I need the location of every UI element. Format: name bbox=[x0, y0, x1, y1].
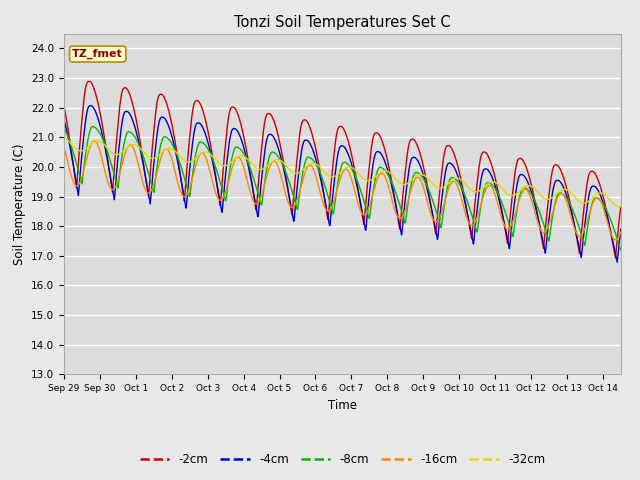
Text: TZ_fmet: TZ_fmet bbox=[72, 49, 123, 59]
Y-axis label: Soil Temperature (C): Soil Temperature (C) bbox=[13, 143, 26, 265]
Title: Tonzi Soil Temperatures Set C: Tonzi Soil Temperatures Set C bbox=[234, 15, 451, 30]
Legend: -2cm, -4cm, -8cm, -16cm, -32cm: -2cm, -4cm, -8cm, -16cm, -32cm bbox=[135, 448, 550, 471]
X-axis label: Time: Time bbox=[328, 399, 357, 412]
